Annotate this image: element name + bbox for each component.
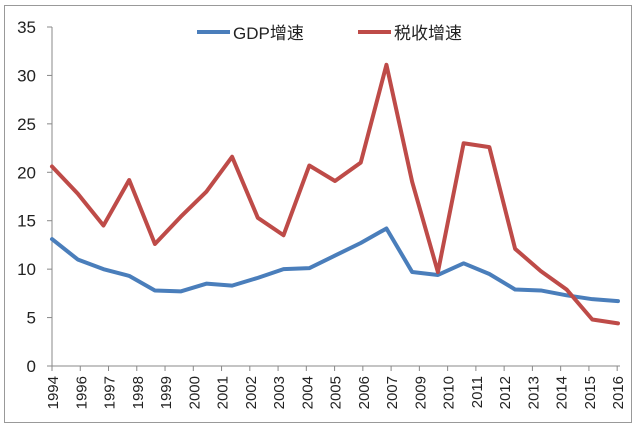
x-tick-label: 2013 (525, 376, 542, 409)
x-tick-label: 2000 (186, 376, 203, 409)
y-tick-label: 15 (17, 212, 36, 231)
x-tick-label: 2009 (412, 376, 429, 409)
x-tick-label: 2010 (441, 376, 458, 409)
x-tick-label: 1996 (73, 376, 90, 409)
x-tick-label: 2016 (610, 376, 627, 409)
chart-frame (4, 5, 632, 423)
x-tick-label: 1997 (102, 376, 119, 409)
x-tick-label: 2002 (243, 376, 260, 409)
x-tick-label: 2015 (582, 376, 599, 409)
x-tick-label: 2006 (356, 376, 373, 409)
y-tick-label: 0 (27, 357, 36, 376)
x-tick-label: 2014 (554, 376, 571, 409)
y-tick-label: 20 (17, 163, 36, 182)
legend-label-1: 税收增速 (394, 24, 462, 43)
x-tick-label: 2007 (384, 376, 401, 409)
x-tick-label: 2005 (328, 376, 345, 409)
x-tick-label: 2012 (497, 376, 514, 409)
legend-label-0: GDP增速 (233, 24, 304, 43)
x-tick-label: 2003 (271, 376, 288, 409)
x-tick-label: 1994 (45, 376, 62, 409)
x-tick-label: 1999 (158, 376, 175, 409)
x-tick-label: 2011 (469, 376, 486, 408)
y-tick-label: 5 (27, 309, 36, 328)
x-tick-label: 2004 (299, 376, 316, 409)
series-line-1 (50, 62, 620, 326)
y-tick-label: 35 (17, 18, 36, 37)
y-tick-label: 30 (17, 66, 36, 85)
y-tick-label: 25 (17, 115, 36, 134)
x-tick-label: 1998 (130, 376, 147, 409)
y-tick-label: 10 (17, 260, 36, 279)
x-tick-label: 2001 (215, 376, 232, 409)
